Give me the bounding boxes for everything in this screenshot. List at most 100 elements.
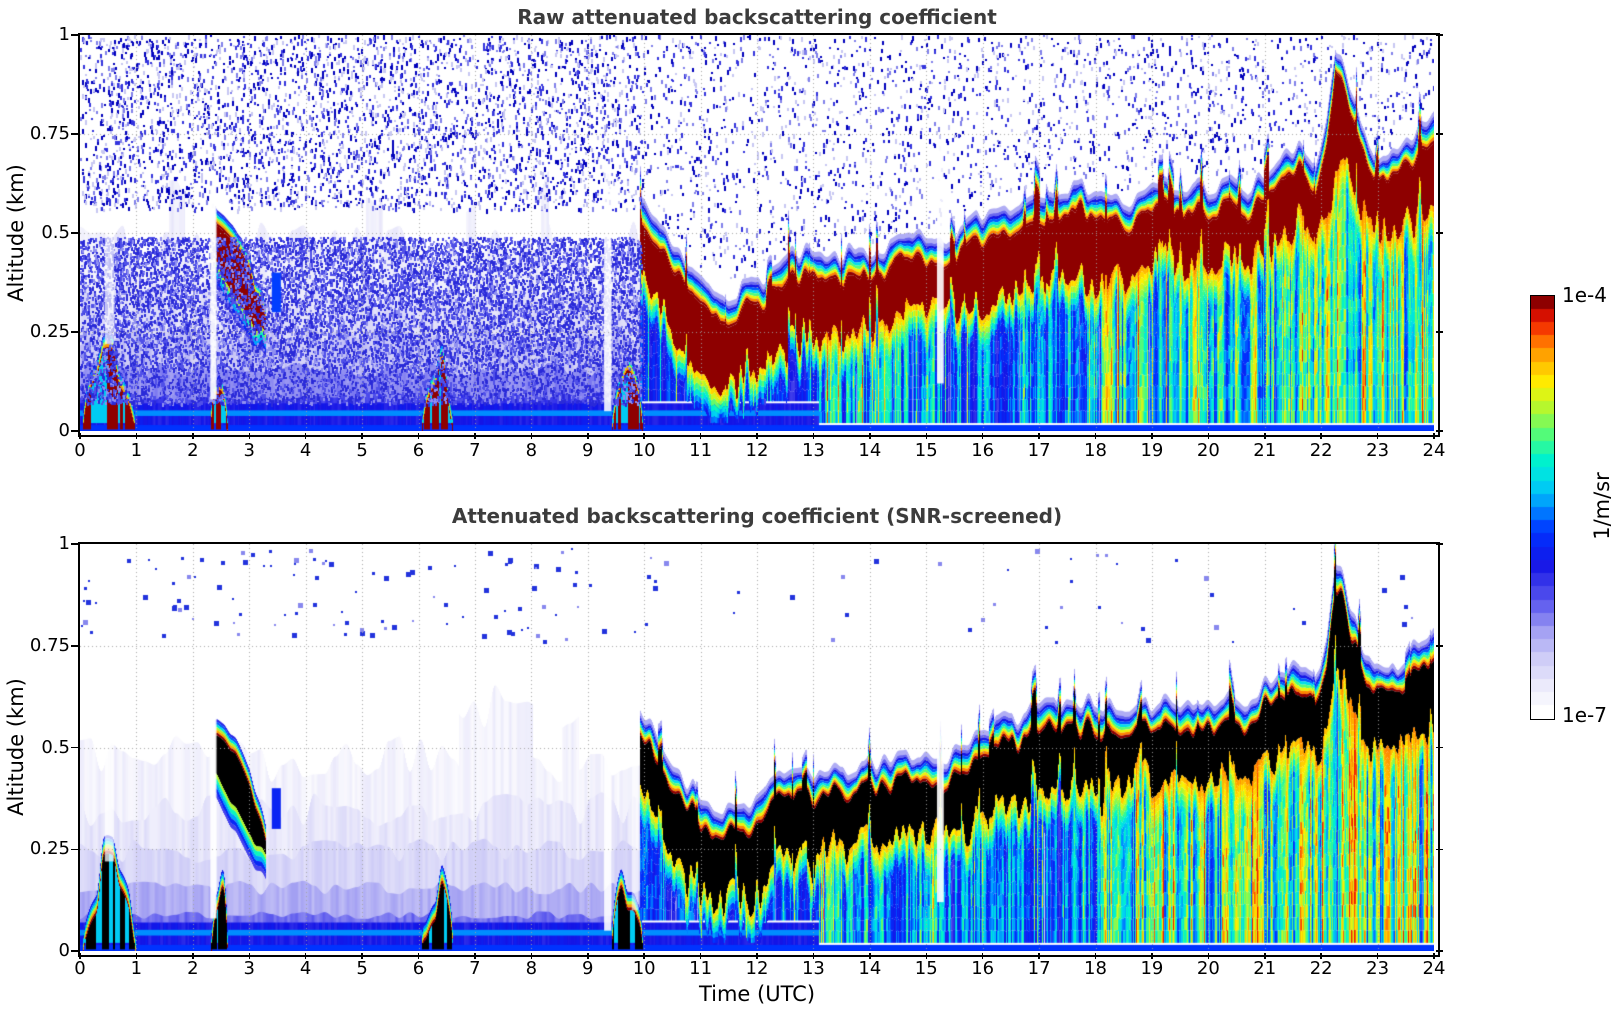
x-tick-label: 14 (858, 958, 882, 979)
y-tick-mark-right (1436, 543, 1443, 545)
x-tick-label: 6 (412, 958, 425, 979)
x-tick-mark (1264, 433, 1266, 439)
x-tick-mark (304, 433, 307, 439)
x-tick-label: 12 (745, 440, 769, 461)
x-tick-label: 19 (1140, 958, 1164, 979)
x-tick-label: 11 (689, 440, 713, 461)
x-tick-label: 20 (1196, 958, 1220, 979)
x-tick-label: 19 (1140, 440, 1164, 461)
x-tick-label: 21 (1253, 440, 1277, 461)
panel2-heatmap-canvas (80, 544, 1434, 951)
x-tick-label: 18 (1084, 958, 1107, 979)
y-tick-label: 0 (58, 420, 70, 441)
x-tick-mark (304, 953, 307, 959)
x-tick-label: 15 (914, 958, 938, 979)
y-tick-label: 0.5 (41, 736, 70, 758)
x-tick-label: 9 (582, 440, 594, 461)
x-tick-mark (1207, 433, 1210, 439)
y-tick-mark (71, 848, 78, 850)
x-tick-mark (1038, 953, 1040, 959)
x-tick-mark (812, 953, 815, 959)
x-tick-mark (417, 953, 420, 959)
x-tick-mark (643, 433, 645, 439)
x-tick-mark (812, 433, 815, 439)
x-tick-label: 10 (632, 958, 656, 979)
x-tick-mark (79, 953, 81, 959)
x-tick-label: 16 (971, 440, 995, 461)
x-tick-mark (869, 433, 871, 439)
x-tick-label: 7 (469, 958, 481, 979)
y-tick-mark (71, 331, 78, 333)
x-tick-mark (248, 953, 250, 959)
panel1-heatmap-canvas (80, 35, 1434, 431)
y-tick-mark-right (1436, 133, 1443, 135)
y-tick-label: 0.75 (29, 634, 70, 656)
x-tick-label: 4 (299, 958, 312, 979)
x-tick-mark (981, 953, 984, 959)
x-tick-label: 14 (858, 440, 882, 461)
x-tick-mark (1038, 433, 1040, 439)
x-tick-mark (135, 953, 138, 959)
y-tick-mark (71, 34, 78, 36)
x-tick-mark (1094, 953, 1097, 959)
x-tick-label: 13 (801, 958, 825, 979)
x-tick-label: 5 (356, 440, 368, 461)
y-tick-mark-right (1436, 746, 1443, 749)
y-tick-mark-right (1436, 848, 1443, 850)
x-tick-mark (361, 953, 363, 959)
x-tick-mark (1151, 953, 1153, 959)
x-tick-mark (587, 953, 589, 959)
colorbar-canvas (1531, 296, 1554, 719)
x-tick-label: 8 (525, 958, 538, 979)
y-tick-label: 0.25 (29, 321, 70, 342)
x-tick-mark (1433, 953, 1435, 959)
panel1-plot-area (78, 33, 1440, 437)
x-tick-mark (530, 433, 533, 439)
x-tick-mark (1094, 433, 1097, 439)
x-tick-mark (981, 433, 984, 439)
x-tick-label: 21 (1253, 958, 1277, 979)
y-tick-mark (71, 645, 78, 647)
x-tick-label: 1 (130, 958, 143, 979)
panel2-plot-area (78, 542, 1440, 957)
y-tick-mark-right (1436, 331, 1443, 333)
colorbar-min-label: 1e-7 (1562, 703, 1607, 727)
x-tick-mark (417, 433, 420, 439)
x-tick-label: 18 (1084, 440, 1107, 461)
y-tick-mark (71, 543, 78, 545)
x-tick-mark (869, 953, 871, 959)
y-tick-mark (71, 430, 78, 432)
y-tick-mark-right (1436, 645, 1443, 647)
x-tick-mark (699, 433, 702, 439)
x-tick-label: 22 (1309, 440, 1333, 461)
x-tick-label: 2 (187, 440, 199, 461)
x-tick-label: 12 (745, 958, 769, 979)
x-tick-label: 16 (971, 958, 995, 979)
x-tick-mark (699, 953, 702, 959)
x-tick-label: 6 (412, 440, 425, 461)
x-tick-label: 2 (187, 958, 199, 979)
x-tick-label: 15 (914, 440, 938, 461)
y-tick-label: 0 (58, 940, 70, 961)
x-tick-label: 23 (1366, 440, 1390, 461)
x-tick-mark (925, 953, 927, 959)
x-tick-label: 1 (130, 440, 143, 461)
x-tick-label: 11 (689, 958, 713, 979)
y-tick-mark-right (1436, 950, 1443, 952)
x-tick-mark (248, 433, 250, 439)
x-tick-mark (643, 953, 645, 959)
y-tick-mark-right (1436, 34, 1443, 36)
x-tick-label: 0 (74, 958, 86, 979)
x-tick-label: 23 (1366, 958, 1390, 979)
x-tick-label: 20 (1196, 440, 1220, 461)
x-tick-mark (474, 953, 476, 959)
x-tick-label: 0 (74, 440, 86, 461)
y-tick-mark (71, 746, 78, 749)
x-tick-label: 13 (801, 440, 825, 461)
x-tick-label: 4 (299, 440, 312, 461)
x-tick-mark (1151, 433, 1153, 439)
x-tick-mark (756, 953, 758, 959)
x-tick-mark (1376, 433, 1379, 439)
x-tick-label: 17 (1027, 958, 1051, 979)
